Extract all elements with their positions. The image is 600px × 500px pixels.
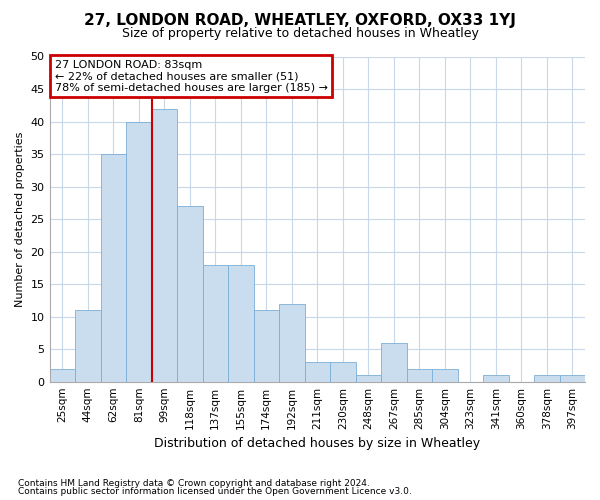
Text: 27 LONDON ROAD: 83sqm
← 22% of detached houses are smaller (51)
78% of semi-deta: 27 LONDON ROAD: 83sqm ← 22% of detached …	[55, 60, 328, 93]
Text: Contains HM Land Registry data © Crown copyright and database right 2024.: Contains HM Land Registry data © Crown c…	[18, 478, 370, 488]
Bar	[534, 375, 560, 382]
Bar	[407, 368, 432, 382]
Bar	[50, 368, 75, 382]
Bar	[330, 362, 356, 382]
Bar	[483, 375, 509, 382]
Text: 27, LONDON ROAD, WHEATLEY, OXFORD, OX33 1YJ: 27, LONDON ROAD, WHEATLEY, OXFORD, OX33 …	[84, 12, 516, 28]
Bar	[203, 264, 228, 382]
Bar	[305, 362, 330, 382]
Bar	[75, 310, 101, 382]
Bar	[279, 304, 305, 382]
Bar	[228, 264, 254, 382]
Bar	[254, 310, 279, 382]
Bar	[152, 108, 177, 382]
Bar	[126, 122, 152, 382]
Bar	[356, 375, 381, 382]
Text: Size of property relative to detached houses in Wheatley: Size of property relative to detached ho…	[122, 28, 478, 40]
X-axis label: Distribution of detached houses by size in Wheatley: Distribution of detached houses by size …	[154, 437, 481, 450]
Bar	[101, 154, 126, 382]
Text: Contains public sector information licensed under the Open Government Licence v3: Contains public sector information licen…	[18, 487, 412, 496]
Y-axis label: Number of detached properties: Number of detached properties	[15, 132, 25, 307]
Bar	[432, 368, 458, 382]
Bar	[560, 375, 585, 382]
Bar	[381, 342, 407, 382]
Bar	[177, 206, 203, 382]
